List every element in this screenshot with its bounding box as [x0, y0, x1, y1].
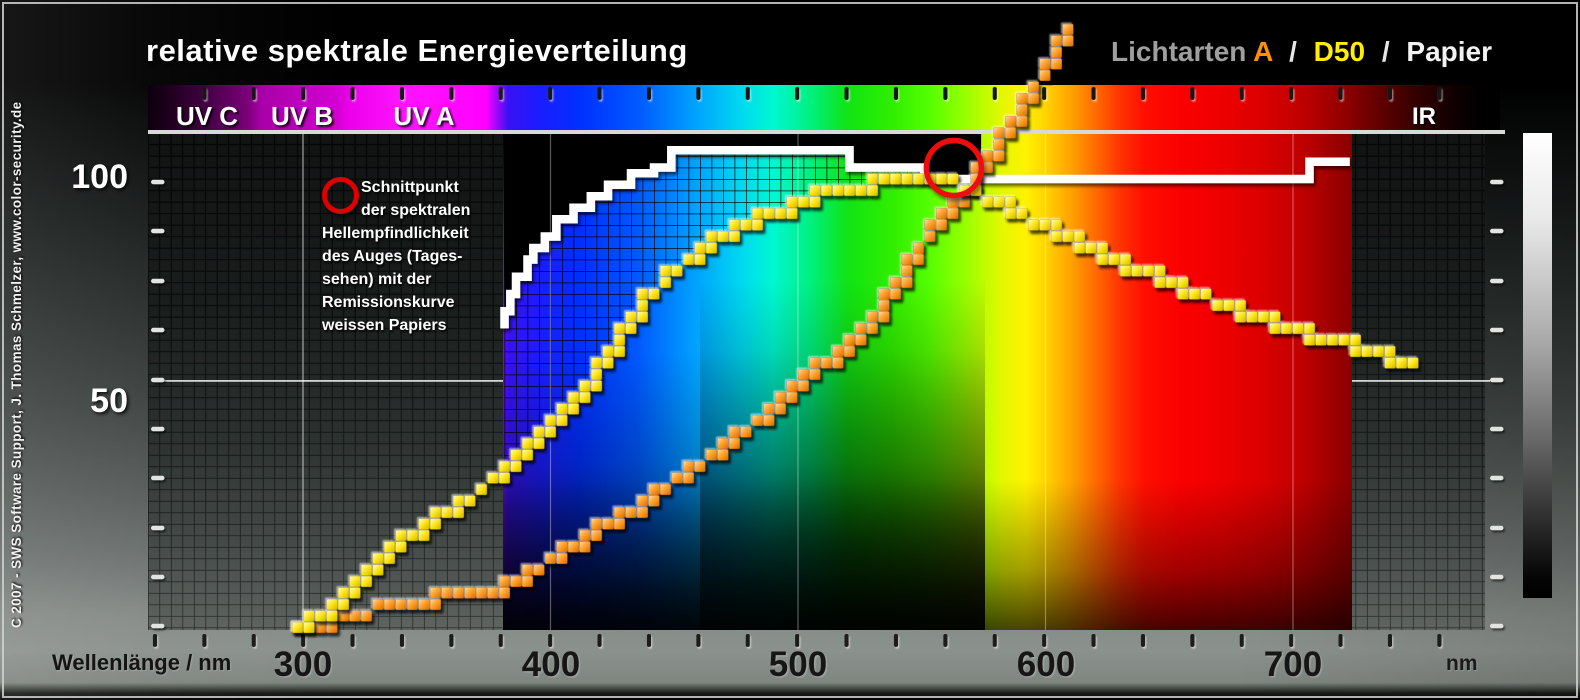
x-axis-unit: nm [1446, 652, 1478, 675]
y-axis-ticks-left [151, 179, 165, 629]
eye-sensitivity-fishnet-region [504, 150, 940, 469]
x-axis-label-300: 300 [273, 645, 333, 684]
legend-series-a: A [1253, 36, 1273, 67]
annotation-line: der spektralen [361, 202, 471, 219]
x-axis-ticks [152, 634, 1442, 647]
band-label-uvc: UV C [175, 101, 239, 131]
y-axis-label-100: 100 [71, 158, 128, 196]
x-axis-title: Wellenlänge / nm [52, 650, 232, 675]
legend-prefix: Lichtarten [1111, 36, 1247, 67]
band-label-uva: UV A [393, 101, 455, 131]
x-axis-label-500: 500 [768, 645, 828, 684]
y-axis-ticks-right [1490, 179, 1504, 629]
x-axis-label-600: 600 [1016, 645, 1076, 684]
series-legend-title: Lichtarten A / D50 / Papier [1111, 36, 1492, 68]
spectrum-bar-ticks [202, 87, 1442, 100]
legend-separator-2: / [1381, 36, 1390, 67]
annotation-line: des Auges (Tages- [322, 248, 463, 265]
page-title: relative spektrale Energieverteilung [146, 33, 688, 68]
grayscale-reference-bar [1523, 133, 1552, 598]
intersection-annotation: Schnittpunkt der spektralen Hellempfindl… [322, 176, 507, 337]
visible-spectrum-area [503, 133, 1352, 630]
intersection-marker-ring [923, 137, 985, 199]
annotation-line: Hellempfindlichkeit [322, 225, 469, 242]
intersection-legend-icon [322, 177, 359, 214]
copyright-text: C 2007 - SWS Software Support, J. Thomas… [9, 101, 24, 628]
legend-series-paper: Papier [1406, 36, 1492, 67]
spectrum-scale-bar [148, 85, 1505, 134]
band-label-uvb: UV B [270, 101, 334, 131]
x-axis-label-400: 400 [521, 645, 581, 684]
x-axis-label-700: 700 [1263, 645, 1323, 684]
annotation-line: weissen Papiers [322, 317, 447, 334]
series-lichtart-d50-curve [291, 173, 1419, 634]
band-label-ir: IR [1412, 103, 1436, 130]
legend-separator-1: / [1289, 36, 1297, 67]
annotation-line: sehen) mit der [322, 271, 432, 288]
y-axis-label-50: 50 [90, 382, 128, 420]
annotation-line: Remissionskurve [322, 294, 455, 311]
annotation-line: Schnittpunkt [361, 179, 459, 196]
legend-series-d50: D50 [1313, 36, 1366, 67]
